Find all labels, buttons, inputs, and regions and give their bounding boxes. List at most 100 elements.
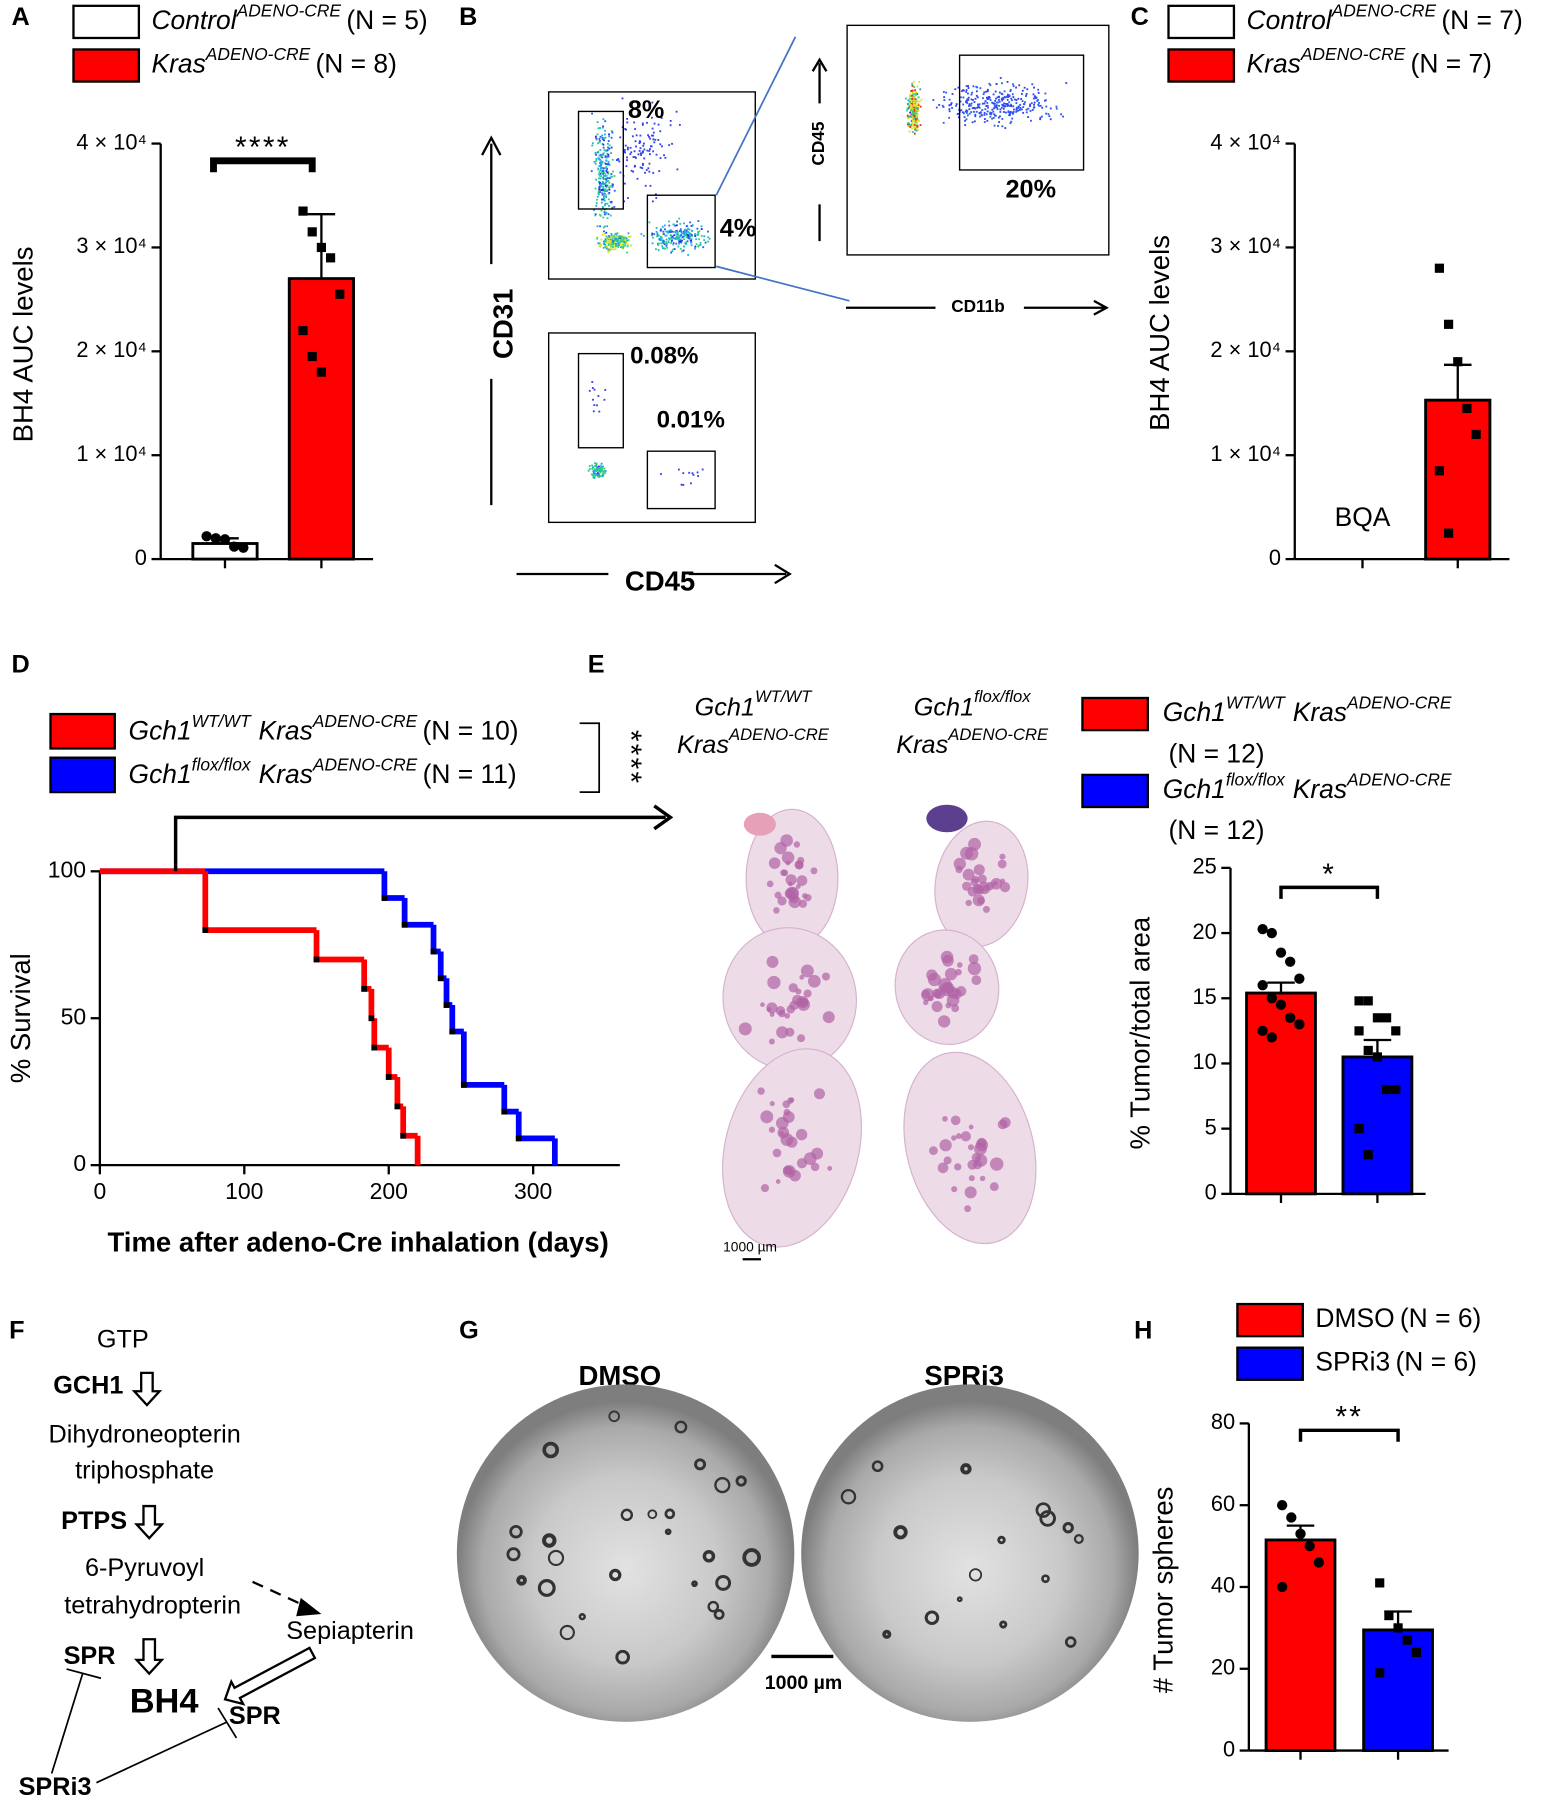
data-point (1443, 528, 1454, 538)
flow-dot (652, 134, 654, 137)
y-tick-label: 1 × 10⁴ (76, 441, 147, 466)
flow-dot (659, 228, 662, 231)
flow-dot (650, 134, 653, 137)
panel-letter: E (588, 651, 605, 679)
flow-dot (983, 91, 986, 94)
flow-dot (621, 240, 624, 243)
flow-dot (596, 467, 599, 469)
flow-dot (687, 227, 689, 230)
flow-dot (988, 82, 991, 85)
tumor-spot (772, 1148, 782, 1158)
flow-dot (616, 244, 619, 247)
flow-dot (598, 410, 601, 413)
flow-dot (603, 197, 606, 200)
flow-dot (675, 110, 678, 113)
flow-dot (998, 121, 1001, 123)
flow-dot (600, 189, 603, 192)
flow-dot (606, 163, 609, 166)
flow-dot (639, 152, 642, 155)
data-point (1266, 1032, 1277, 1043)
flow-dot (913, 98, 916, 101)
data-point (1275, 947, 1287, 958)
gate (577, 352, 624, 449)
flow-dot (604, 246, 607, 248)
flow-dot (970, 104, 972, 107)
flow-dot (610, 247, 613, 250)
flow-dot (1032, 106, 1035, 109)
flow-dot (951, 107, 954, 109)
flow-dot (621, 244, 624, 247)
flow-dot (619, 246, 622, 249)
flow-dot (664, 156, 667, 159)
flow-dot (601, 468, 604, 471)
flow-dot (614, 241, 616, 244)
flow-dot (970, 98, 973, 101)
flow-dot (695, 243, 698, 246)
flow-dot (992, 107, 995, 110)
flow-dot (694, 247, 696, 250)
flow-dot (638, 140, 641, 143)
flow-dot (986, 119, 989, 122)
data-point (1434, 263, 1444, 273)
flow-dot (910, 125, 913, 128)
flow-dot (680, 483, 683, 486)
bar (1424, 398, 1492, 561)
flow-dot (975, 110, 978, 113)
data-point (335, 289, 345, 299)
gate (646, 194, 716, 269)
flow-dot (914, 95, 917, 97)
flow-dot (913, 109, 916, 111)
flow-dot (602, 216, 605, 219)
flow-dot (914, 98, 917, 101)
flow-dot (1015, 99, 1018, 102)
flow-dot (914, 116, 916, 119)
pathway-text: triphosphate (75, 1456, 214, 1484)
flow-dot (604, 243, 607, 246)
flow-dot (610, 146, 613, 149)
flow-dot (912, 114, 915, 117)
flow-dot (604, 389, 607, 391)
flow-dot (1017, 107, 1020, 109)
significance-bracket (210, 157, 316, 173)
flow-dot (633, 121, 636, 124)
sphere (714, 1477, 731, 1494)
flow-dot (641, 122, 644, 125)
flow-plot-frame (547, 91, 756, 280)
flow-dot (602, 176, 605, 179)
label-part: DMSO (1315, 1303, 1394, 1333)
flow-dot (603, 240, 606, 243)
tumor-spot (960, 846, 973, 860)
flow-dot (599, 181, 601, 184)
flow-dot (625, 128, 628, 131)
flow-dot (602, 240, 605, 243)
flow-dot (704, 241, 707, 244)
flow-dot (986, 110, 989, 113)
flow-dot (998, 100, 1001, 103)
flow-dot (959, 96, 962, 99)
flow-dot (601, 156, 604, 159)
flow-dot (593, 388, 596, 391)
flow-plot-frame (846, 24, 1110, 256)
flow-dot (917, 109, 920, 112)
censor-mark (313, 956, 320, 963)
flow-dot (690, 234, 693, 237)
tumor-spot (778, 1009, 786, 1018)
sphere (840, 1488, 857, 1505)
flow-dot (707, 236, 710, 239)
tumor-spot (796, 875, 808, 886)
sphere (713, 1608, 725, 1620)
tumor-spot (766, 880, 774, 888)
flow-dot (639, 166, 642, 169)
flow-dot (604, 202, 607, 205)
censor-mark (394, 1103, 401, 1110)
flow-dot (663, 241, 666, 244)
flow-dot (671, 250, 674, 253)
flow-dot (916, 126, 919, 129)
flow-dot (683, 222, 685, 225)
flow-dot (1047, 113, 1050, 115)
flow-dot (602, 167, 605, 170)
flow-dot (602, 171, 605, 174)
sphere (506, 1547, 521, 1562)
flow-dot (655, 153, 658, 156)
flow-dot (606, 241, 608, 244)
